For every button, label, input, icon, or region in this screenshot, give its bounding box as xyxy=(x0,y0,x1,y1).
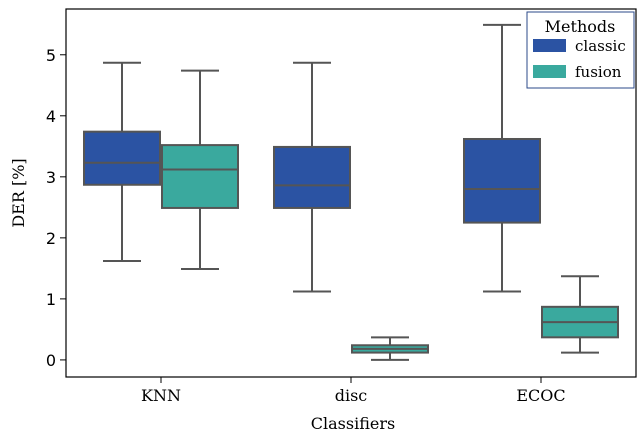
box-iqr xyxy=(161,144,239,209)
x-tick-label-ECOC: ECOC xyxy=(516,386,565,405)
legend: Methods classic fusion xyxy=(526,11,635,89)
legend-label-fusion: fusion xyxy=(575,63,622,81)
y-tick-label-1: 1 xyxy=(46,290,56,309)
x-axis-title: Classifiers xyxy=(311,414,395,433)
box-classic-disc xyxy=(273,61,351,293)
legend-title: Methods xyxy=(545,17,616,36)
x-tick-label-disc: disc xyxy=(335,386,368,405)
legend-label-classic: classic xyxy=(575,37,626,55)
x-axis-ticks: KNN disc ECOC xyxy=(141,377,566,405)
y-tick-label-0: 0 xyxy=(46,351,56,370)
x-tick-label-KNN: KNN xyxy=(141,386,181,405)
y-axis-ticks: 0 1 2 3 4 5 xyxy=(46,46,66,370)
legend-swatch-fusion xyxy=(533,65,566,78)
box-fusion-disc xyxy=(351,336,429,361)
y-axis-title: DER [%] xyxy=(9,158,28,227)
y-tick-label-2: 2 xyxy=(46,229,56,248)
legend-swatch-classic xyxy=(533,39,566,52)
box-classic-KNN xyxy=(83,61,161,263)
y-tick-label-3: 3 xyxy=(46,168,56,187)
y-tick-label-4: 4 xyxy=(46,107,56,126)
box-fusion-ECOC xyxy=(541,275,619,354)
y-tick-label-5: 5 xyxy=(46,46,56,65)
box-iqr xyxy=(463,137,541,224)
box-iqr xyxy=(273,145,351,209)
box-iqr xyxy=(83,130,161,186)
box-classic-ECOC xyxy=(463,23,541,293)
box-fusion-KNN xyxy=(161,69,239,270)
box-plot-series xyxy=(83,23,619,361)
